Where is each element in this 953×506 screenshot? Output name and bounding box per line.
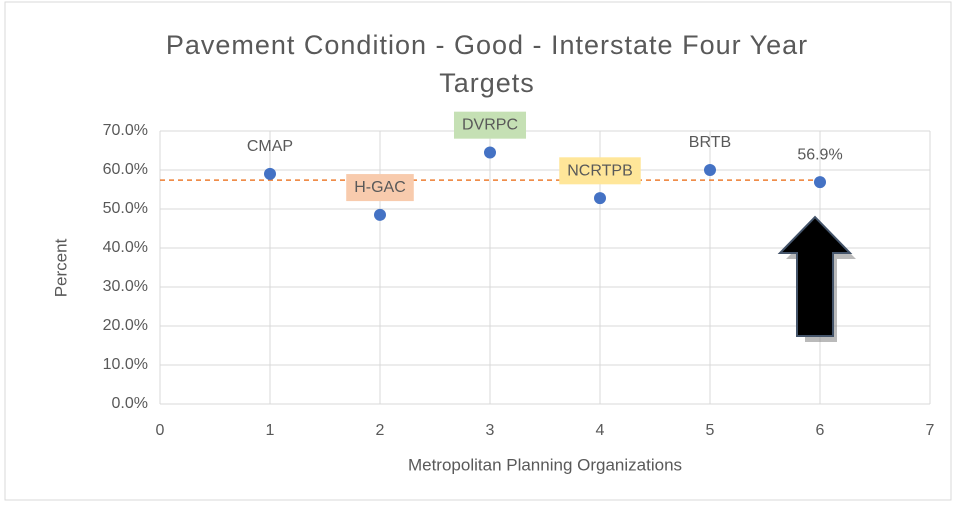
label-box	[453, 111, 527, 139]
point-label: DVRPC	[462, 117, 518, 134]
point	[814, 176, 826, 189]
x-tick-label: 7	[926, 422, 935, 439]
label-box	[559, 157, 641, 185]
chart-border	[4, 1, 952, 501]
point	[484, 146, 496, 159]
x-tick-label: 0	[156, 422, 165, 439]
y-tick-label: 20.0%	[103, 317, 148, 334]
label-box	[346, 174, 414, 202]
point-label: H-GAC	[354, 179, 406, 196]
y-tick-label: 60.0%	[103, 161, 148, 178]
x-axis-label: Metropolitan Planning Organizations	[408, 455, 682, 474]
y-axis-label: Percent	[51, 238, 70, 297]
x-tick-label: 5	[706, 422, 715, 439]
y-tick-label: 40.0%	[103, 239, 148, 256]
y-tick-label: 70.0%	[103, 122, 148, 139]
point-label: BRTB	[689, 134, 731, 151]
y-tick-label: 10.0%	[103, 356, 148, 373]
x-tick-label: 1	[266, 422, 275, 439]
x-tick-label: 4	[596, 422, 605, 439]
chart-title: Pavement Condition - Good - Interstate F…	[165, 30, 809, 98]
x-tick-label: 6	[816, 422, 825, 439]
marks: CMAP H-GAC DVRPC NCRTPB BRTB 56.9%	[160, 111, 843, 221]
y-tick-label: 0.0%	[112, 395, 148, 412]
point	[704, 164, 716, 176]
point-label: CMAP	[247, 138, 293, 155]
point	[374, 208, 386, 221]
x-tick-label: 2	[376, 422, 385, 439]
point-label: NCRTPB	[567, 162, 633, 179]
y-tick-label: 50.0%	[103, 200, 148, 217]
x-tick-label: 3	[486, 422, 495, 439]
point	[594, 192, 606, 205]
data-label: 56.9%	[797, 146, 842, 163]
y-tick-label: 30.0%	[103, 278, 148, 295]
arrow	[777, 215, 856, 342]
point	[264, 167, 276, 180]
